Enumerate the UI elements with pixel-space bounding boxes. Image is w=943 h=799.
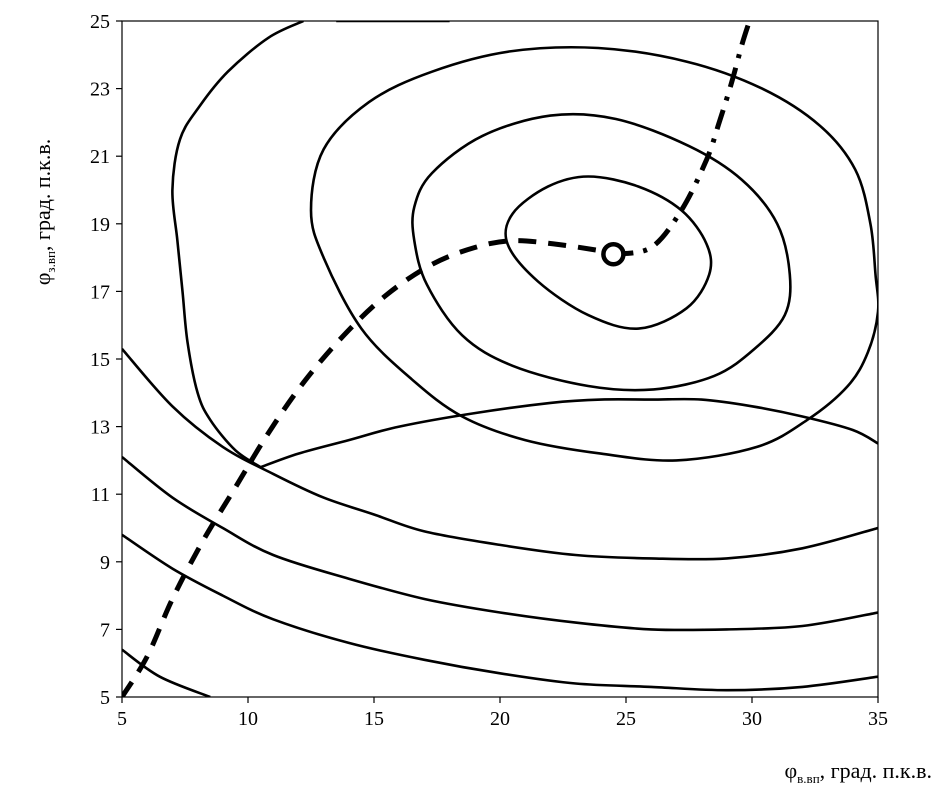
y-tick-label: 9 bbox=[100, 552, 110, 574]
x-tick-label: 25 bbox=[616, 708, 636, 730]
optimum-path-layer bbox=[122, 21, 752, 697]
optimum-path-dash-dot bbox=[612, 21, 752, 257]
y-axis-label-subscript: з.вп bbox=[43, 251, 58, 273]
x-axis: 5 10 15 20 25 30 35 bbox=[117, 697, 888, 730]
x-tick-label: 5 bbox=[117, 708, 127, 730]
contour-line-5 bbox=[260, 397, 878, 469]
y-axis-label-text: , град. п.к.в. bbox=[30, 139, 55, 251]
y-tick-label: 25 bbox=[90, 11, 110, 33]
contour-line-9 bbox=[122, 648, 211, 697]
x-tick-label: 15 bbox=[364, 708, 384, 730]
x-tick-label: 30 bbox=[742, 708, 762, 730]
x-tick-label: 20 bbox=[490, 708, 510, 730]
y-tick-label: 23 bbox=[90, 79, 110, 101]
contour-line-3 bbox=[309, 45, 878, 462]
contour-layer bbox=[122, 21, 878, 697]
contour-line-6 bbox=[171, 21, 304, 469]
y-axis-label-symbol: φ bbox=[30, 273, 55, 286]
y-tick-label: 11 bbox=[91, 484, 110, 506]
contour-line-2 bbox=[411, 112, 792, 392]
optimum-path-dashed bbox=[122, 238, 615, 697]
y-axis: 5 7 9 11 13 15 17 19 21 23 25 bbox=[90, 11, 122, 709]
y-tick-label: 17 bbox=[90, 281, 110, 303]
contour-line-7 bbox=[122, 455, 878, 632]
y-axis-label: φз.вп, град. п.к.в. bbox=[30, 139, 58, 286]
y-tick-label: 21 bbox=[90, 146, 110, 168]
x-axis-label: φв.вп, град. п.к.в. bbox=[784, 758, 932, 786]
x-axis-label-subscript: в.вп bbox=[797, 771, 820, 786]
optimum-point-marker bbox=[601, 241, 626, 267]
y-tick-label: 15 bbox=[90, 349, 110, 371]
y-tick-label: 7 bbox=[100, 619, 110, 641]
y-tick-label: 19 bbox=[90, 214, 110, 236]
contour-line-8 bbox=[122, 533, 878, 692]
x-tick-label: 35 bbox=[868, 708, 888, 730]
y-tick-label: 13 bbox=[90, 417, 110, 439]
y-tick-label: 5 bbox=[100, 687, 110, 709]
x-axis-label-symbol: φ bbox=[784, 758, 797, 783]
x-tick-label: 10 bbox=[238, 708, 258, 730]
x-axis-label-text: , град. п.к.в. bbox=[820, 758, 932, 783]
contour-line-1 bbox=[504, 175, 713, 330]
contour-line-4 bbox=[122, 348, 878, 561]
